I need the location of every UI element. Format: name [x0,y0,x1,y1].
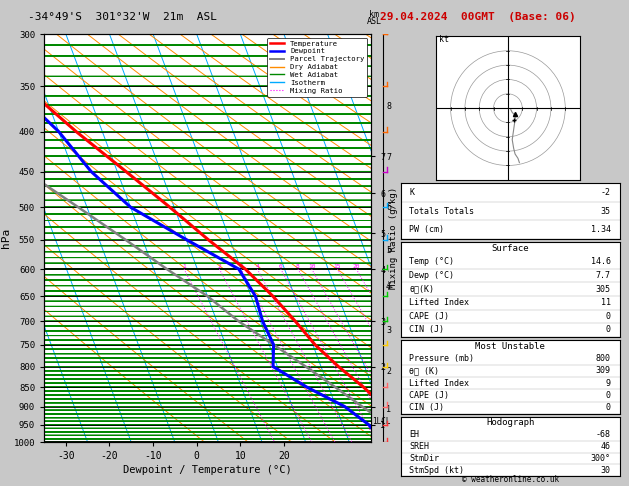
Text: 0: 0 [606,391,611,400]
Text: 305: 305 [596,285,611,294]
Text: Temp (°C): Temp (°C) [409,258,454,266]
Text: 1: 1 [386,405,391,414]
Text: PW (cm): PW (cm) [409,226,445,234]
Text: 8: 8 [386,103,391,111]
Text: 7: 7 [386,153,391,162]
Y-axis label: hPa: hPa [1,228,11,248]
Text: 4: 4 [386,282,391,291]
Text: CIN (J): CIN (J) [409,326,445,334]
Y-axis label: Mixing Ratio (g/kg): Mixing Ratio (g/kg) [389,187,398,289]
Text: CAPE (J): CAPE (J) [409,312,450,321]
Text: 309: 309 [596,366,611,376]
Text: Totals Totals: Totals Totals [409,207,474,216]
Text: 1LCL: 1LCL [372,417,391,426]
Text: CIN (J): CIN (J) [409,403,445,413]
Text: -2: -2 [601,188,611,197]
Text: EH: EH [409,430,420,439]
Text: 46: 46 [601,442,611,451]
Text: 1.34: 1.34 [591,226,611,234]
Text: K: K [409,188,415,197]
Text: 2: 2 [218,264,221,269]
Text: 1: 1 [182,264,186,269]
Text: 20: 20 [352,264,360,269]
Text: 8: 8 [296,264,300,269]
Text: SREH: SREH [409,442,430,451]
Text: 7.7: 7.7 [596,271,611,280]
Text: 6: 6 [386,203,391,212]
Text: 11: 11 [601,298,611,307]
Text: 29.04.2024  00GMT  (Base: 06): 29.04.2024 00GMT (Base: 06) [380,12,576,22]
Text: Lifted Index: Lifted Index [409,379,469,388]
Text: StmSpd (kt): StmSpd (kt) [409,466,464,475]
Text: 6: 6 [279,264,282,269]
Text: θᴇ (K): θᴇ (K) [409,366,440,376]
Text: 3: 3 [386,327,391,335]
Text: ASL: ASL [367,17,382,26]
Text: Hodograph: Hodograph [486,418,534,427]
Text: 35: 35 [601,207,611,216]
Text: 3: 3 [239,264,243,269]
Text: -34°49'S  301°32'W  21m  ASL: -34°49'S 301°32'W 21m ASL [28,12,217,22]
Text: 300°: 300° [591,454,611,463]
Text: StmDir: StmDir [409,454,440,463]
Text: 30: 30 [601,466,611,475]
Legend: Temperature, Dewpoint, Parcel Trajectory, Dry Adiabat, Wet Adiabat, Isotherm, Mi: Temperature, Dewpoint, Parcel Trajectory… [267,37,367,97]
Text: 0: 0 [606,312,611,321]
Text: Surface: Surface [491,244,529,253]
Text: -68: -68 [596,430,611,439]
Text: 0: 0 [606,326,611,334]
Text: © weatheronline.co.uk: © weatheronline.co.uk [462,474,559,484]
Text: 10: 10 [308,264,315,269]
Text: 0: 0 [606,403,611,413]
Text: 14.6: 14.6 [591,258,611,266]
Text: 9: 9 [606,379,611,388]
Text: 15: 15 [333,264,341,269]
X-axis label: Dewpoint / Temperature (°C): Dewpoint / Temperature (°C) [123,466,292,475]
Text: 2: 2 [386,367,391,376]
Text: θᴇ(K): θᴇ(K) [409,285,435,294]
Text: 800: 800 [596,354,611,363]
Text: 5: 5 [386,246,391,255]
Text: Most Unstable: Most Unstable [475,342,545,351]
Text: Dewp (°C): Dewp (°C) [409,271,454,280]
Text: Lifted Index: Lifted Index [409,298,469,307]
Text: CAPE (J): CAPE (J) [409,391,450,400]
Text: Pressure (mb): Pressure (mb) [409,354,474,363]
Text: km: km [369,10,379,19]
Text: 4: 4 [255,264,259,269]
Text: kt: kt [439,35,449,44]
